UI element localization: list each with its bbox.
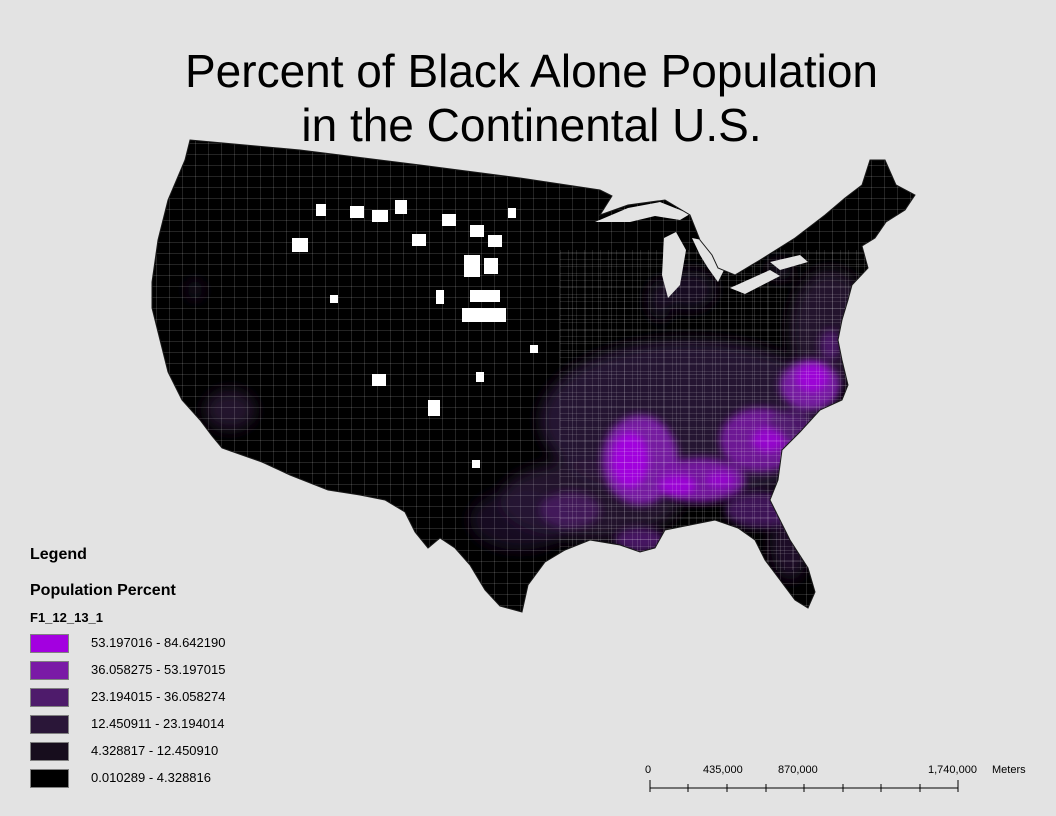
legend-class-label: 12.450911 - 23.194014 [91, 716, 225, 731]
legend-title: Legend [30, 546, 87, 563]
scale-label-435000: 435,000 [703, 764, 743, 776]
great-lakes [595, 202, 808, 298]
scale-units: Meters [992, 764, 1026, 776]
legend-class-label: 36.058275 - 53.197015 [91, 662, 226, 677]
legend-class-label: 23.194015 - 36.058274 [91, 689, 226, 704]
map-title-line-2: in the Continental U.S. [301, 99, 762, 151]
legend-swatch [30, 634, 69, 653]
legend-swatch [30, 742, 69, 761]
legend-class-label: 4.328817 - 12.450910 [91, 743, 219, 758]
legend-swatch [30, 661, 69, 680]
legend-class-label: 0.010289 - 4.328816 [91, 770, 211, 785]
map-title: Percent of Black Alone Population in the… [0, 44, 1056, 152]
scale-label-0: 0 [645, 764, 652, 776]
legend-swatch [30, 715, 69, 734]
legend-field-name: F1_12_13_1 [30, 610, 104, 625]
scale-label-870000: 870,000 [778, 764, 818, 776]
legend-class-label: 53.197016 - 84.642190 [91, 635, 226, 650]
legend-subtitle: Population Percent [30, 582, 176, 599]
map-title-line-1: Percent of Black Alone Population [184, 45, 878, 97]
legend-swatch [30, 769, 69, 788]
legend-swatch [30, 688, 69, 707]
scale-label-1740000: 1,740,000 [928, 764, 977, 776]
